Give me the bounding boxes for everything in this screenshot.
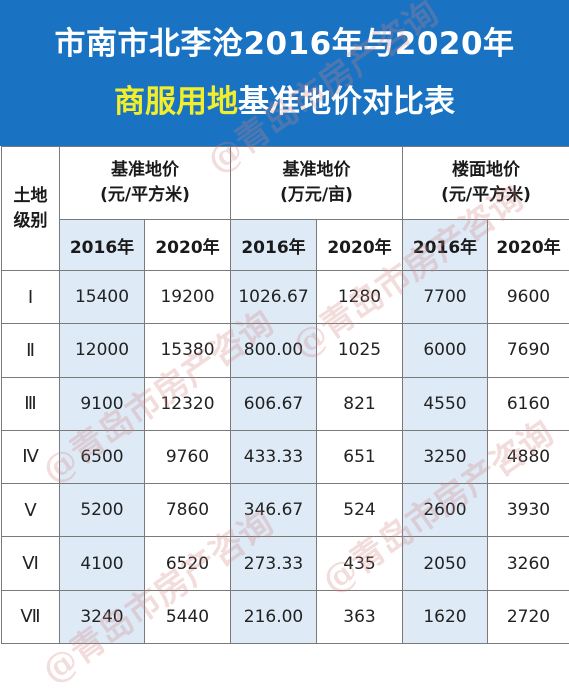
group-3-unit: (元/平方米) xyxy=(441,185,531,205)
value-cell: 6520 xyxy=(145,537,231,590)
value-cell: 5200 xyxy=(60,484,145,537)
year-header: 2016年 xyxy=(231,220,317,271)
year-header: 2016年 xyxy=(403,220,488,271)
grade-cell: Ⅱ xyxy=(2,324,60,377)
grade-cell: Ⅵ xyxy=(2,537,60,590)
group-2-label: 基准地价 xyxy=(283,160,351,180)
grade-header: 土地级别 xyxy=(2,147,60,271)
grade-cell: Ⅴ xyxy=(2,484,60,537)
year-header: 2016年 xyxy=(60,220,145,271)
value-cell: 1025 xyxy=(317,324,403,377)
group-header-1: 基准地价 (元/平方米) xyxy=(60,147,231,220)
value-cell: 433.33 xyxy=(231,430,317,483)
year-header: 2020年 xyxy=(317,220,403,271)
group-3-label: 楼面地价 xyxy=(452,160,520,180)
value-cell: 12320 xyxy=(145,377,231,430)
value-cell: 3930 xyxy=(488,484,569,537)
value-cell: 7700 xyxy=(403,271,488,324)
value-cell: 4100 xyxy=(60,537,145,590)
grade-cell: Ⅳ xyxy=(2,430,60,483)
value-cell: 3260 xyxy=(488,537,569,590)
group-2-unit: (万元/亩) xyxy=(280,185,353,205)
value-cell: 9760 xyxy=(145,430,231,483)
value-cell: 651 xyxy=(317,430,403,483)
value-cell: 606.67 xyxy=(231,377,317,430)
year-header: 2020年 xyxy=(145,220,231,271)
value-cell: 3240 xyxy=(60,590,145,643)
value-cell: 12000 xyxy=(60,324,145,377)
grade-cell: Ⅲ xyxy=(2,377,60,430)
value-cell: 6500 xyxy=(60,430,145,483)
value-cell: 5440 xyxy=(145,590,231,643)
title-line-2: 商服用地基准地价对比表 xyxy=(0,80,569,124)
value-cell: 4880 xyxy=(488,430,569,483)
value-cell: 1620 xyxy=(403,590,488,643)
value-cell: 1280 xyxy=(317,271,403,324)
value-cell: 435 xyxy=(317,537,403,590)
value-cell: 7690 xyxy=(488,324,569,377)
year-header: 2020年 xyxy=(488,220,569,271)
grade-cell: Ⅰ xyxy=(2,271,60,324)
value-cell: 9600 xyxy=(488,271,569,324)
value-cell: 216.00 xyxy=(231,590,317,643)
group-1-label: 基准地价 xyxy=(111,160,179,180)
value-cell: 19200 xyxy=(145,271,231,324)
value-cell: 9100 xyxy=(60,377,145,430)
group-header-2: 基准地价 (万元/亩) xyxy=(231,147,403,220)
value-cell: 15380 xyxy=(145,324,231,377)
grade-header-text: 土地级别 xyxy=(11,184,51,234)
value-cell: 6000 xyxy=(403,324,488,377)
title-banner: 市南市北李沧2016年与2020年 商服用地基准地价对比表 xyxy=(0,0,569,146)
value-cell: 2720 xyxy=(488,590,569,643)
header-row-years: 2016年 2020年 2016年 2020年 2016年 2020年 xyxy=(2,220,569,271)
group-header-3: 楼面地价 (元/平方米) xyxy=(403,147,569,220)
value-cell: 524 xyxy=(317,484,403,537)
value-cell: 1026.67 xyxy=(231,271,317,324)
value-cell: 3250 xyxy=(403,430,488,483)
value-cell: 800.00 xyxy=(231,324,317,377)
value-cell: 363 xyxy=(317,590,403,643)
grade-cell: Ⅶ xyxy=(2,590,60,643)
price-table: 土地级别 基准地价 (元/平方米) 基准地价 (万元/亩) 楼面地价 (元/平方… xyxy=(1,146,569,644)
header-row-groups: 土地级别 基准地价 (元/平方米) 基准地价 (万元/亩) 楼面地价 (元/平方… xyxy=(2,147,569,220)
value-cell: 7860 xyxy=(145,484,231,537)
value-cell: 2050 xyxy=(403,537,488,590)
value-cell: 821 xyxy=(317,377,403,430)
value-cell: 346.67 xyxy=(231,484,317,537)
title-highlight: 商服用地 xyxy=(114,84,238,120)
value-cell: 273.33 xyxy=(231,537,317,590)
value-cell: 15400 xyxy=(60,271,145,324)
value-cell: 4550 xyxy=(403,377,488,430)
group-1-unit: (元/平方米) xyxy=(100,185,190,205)
value-cell: 2600 xyxy=(403,484,488,537)
value-cell: 6160 xyxy=(488,377,569,430)
title-line-1: 市南市北李沧2016年与2020年 xyxy=(0,22,569,66)
title-line-2-rest: 基准地价对比表 xyxy=(238,84,455,120)
